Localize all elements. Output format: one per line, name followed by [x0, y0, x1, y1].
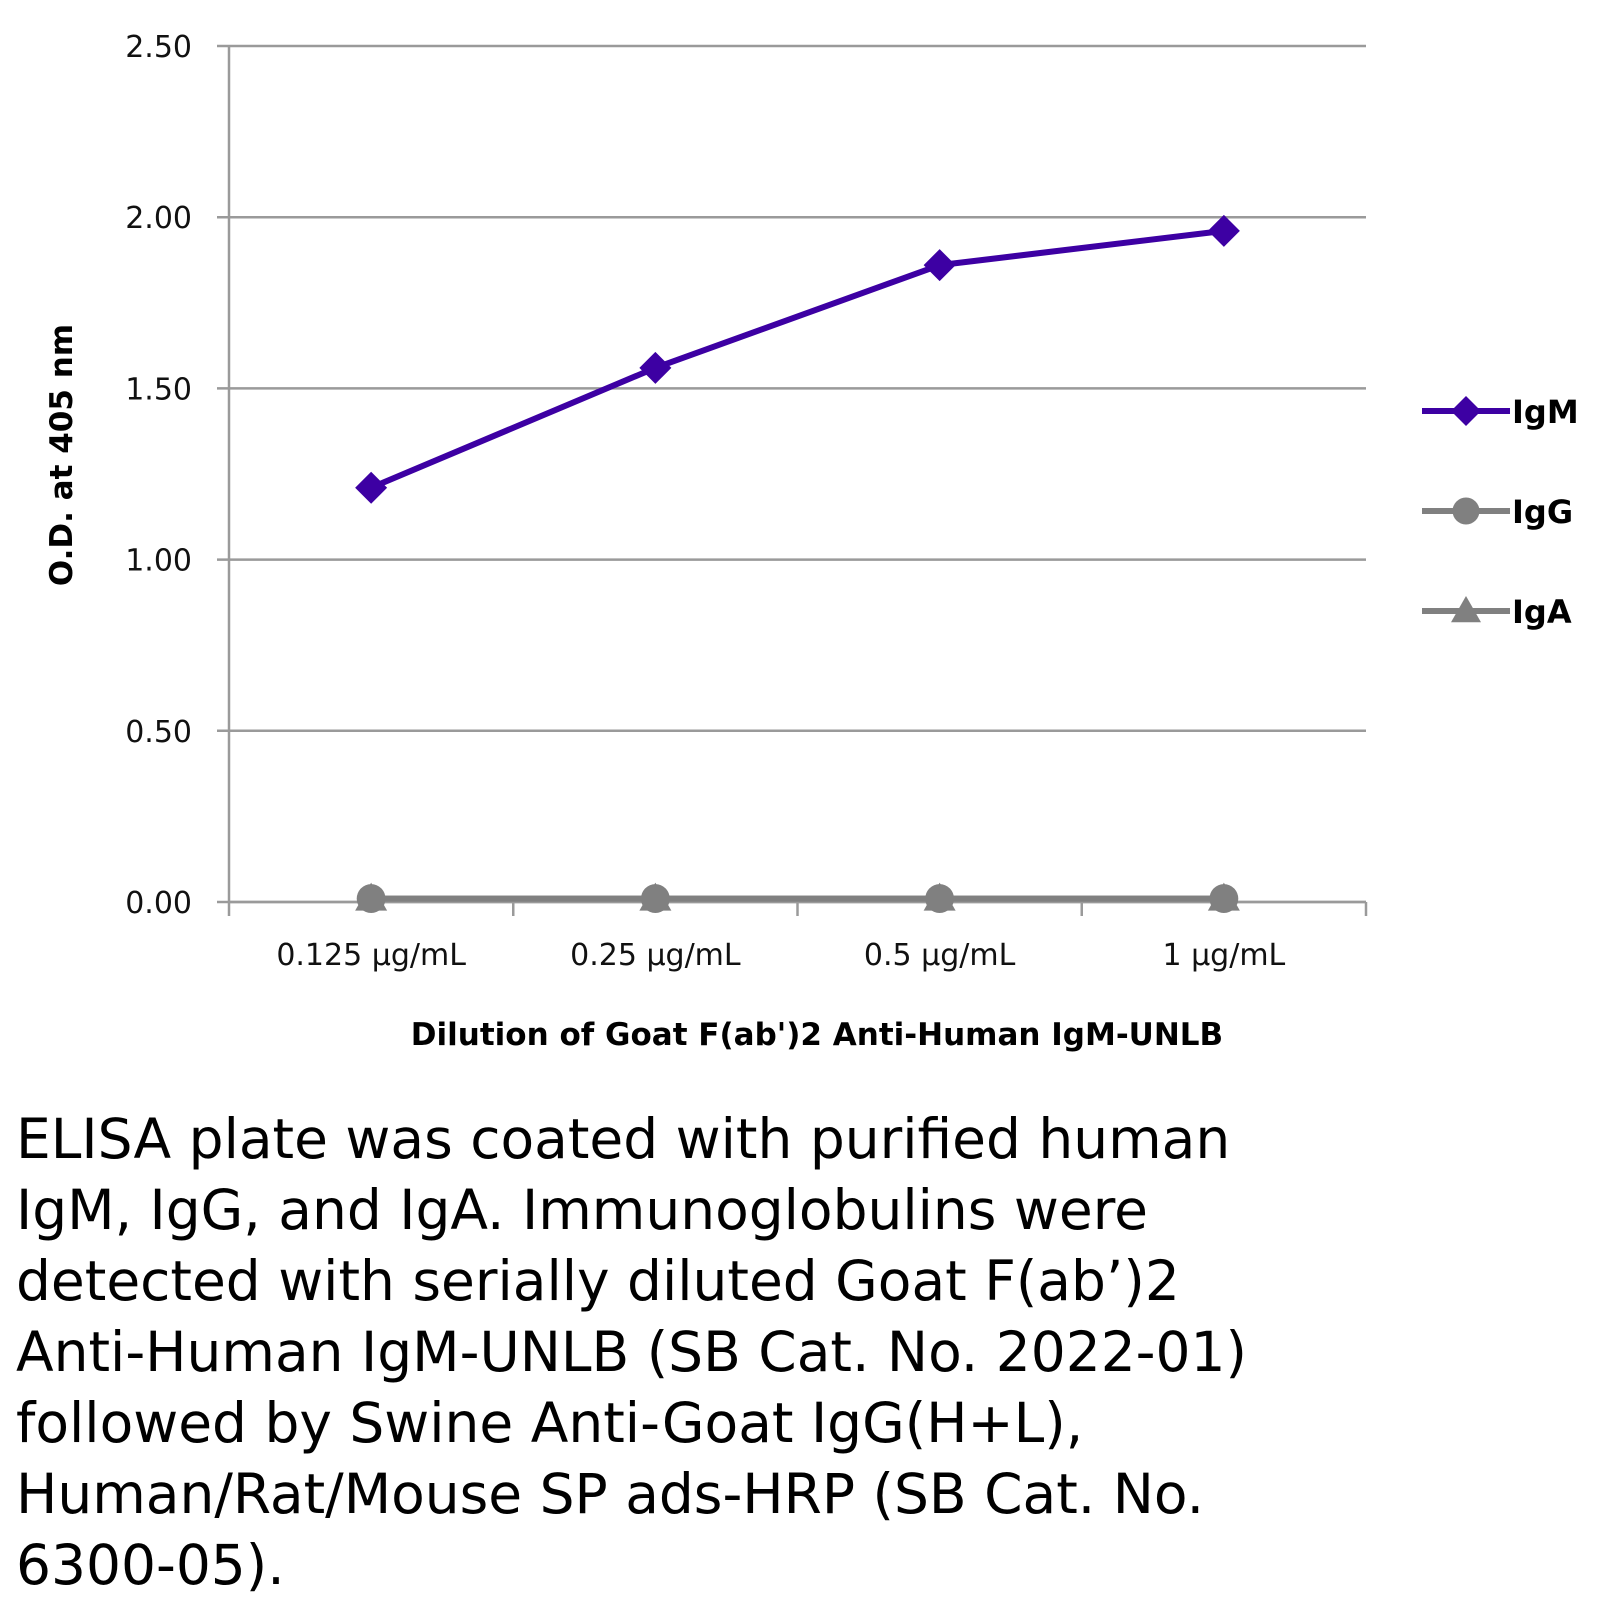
- y-tick-label: 2.50: [125, 30, 192, 65]
- legend-label: IgM: [1512, 393, 1579, 431]
- legend-label: IgA: [1512, 593, 1572, 631]
- legend-item-igg: IgG: [1422, 493, 1573, 531]
- y-tick-labels: 0.00 0.50 1.00 1.50 2.00 2.50: [125, 30, 192, 921]
- y-tick-label: 1.50: [125, 372, 192, 407]
- data-point-diamond: [1451, 396, 1481, 426]
- legend-label: IgG: [1512, 493, 1573, 531]
- gridlines: [217, 44, 1366, 904]
- y-tick-label: 0.00: [125, 886, 192, 921]
- data-point-diamond: [639, 351, 672, 384]
- data-point-diamond: [923, 249, 956, 282]
- data-point-circle: [1209, 884, 1239, 913]
- x-tick-label: 1 µg/mL: [1162, 938, 1285, 973]
- data-point-circle: [925, 884, 955, 913]
- x-tick-labels: 0.125 µg/mL 0.25 µg/mL 0.5 µg/mL 1 µg/mL: [276, 938, 1285, 973]
- legend-item-iga: IgA: [1422, 593, 1572, 631]
- legend-item-igm: IgM: [1422, 393, 1579, 431]
- legend: IgM IgG IgA: [1422, 393, 1579, 631]
- x-axis-title: Dilution of Goat F(ab')2 Anti-Human IgM-…: [411, 1017, 1223, 1053]
- series-igm: [355, 214, 1240, 504]
- x-tick-label: 0.125 µg/mL: [276, 938, 466, 973]
- y-tick-label: 1.00: [125, 544, 192, 579]
- data-point-diamond: [355, 471, 388, 504]
- axes: [227, 46, 1368, 916]
- data-point-circle: [1452, 497, 1480, 525]
- x-tick-label: 0.5 µg/mL: [864, 938, 1016, 973]
- y-tick-label: 0.50: [125, 715, 192, 750]
- y-axis-title: O.D. at 405 nm: [44, 324, 80, 586]
- series-line-igm: [369, 227, 1225, 491]
- y-tick-label: 2.00: [125, 201, 192, 236]
- figure-caption: ELISA plate was coated with purified hum…: [16, 1107, 1247, 1597]
- data-point-circle: [640, 884, 670, 913]
- data-point-triangle: [1451, 596, 1481, 623]
- x-tick-label: 0.25 µg/mL: [570, 938, 741, 973]
- series: [355, 214, 1240, 913]
- data-point-diamond: [1207, 214, 1240, 247]
- data-point-circle: [356, 884, 386, 913]
- series-igg: [356, 884, 1239, 913]
- elisa-line-chart: 0.00 0.50 1.00 1.50 2.00 2.50 0.125 µg/mL 0.25…: [44, 30, 1579, 1053]
